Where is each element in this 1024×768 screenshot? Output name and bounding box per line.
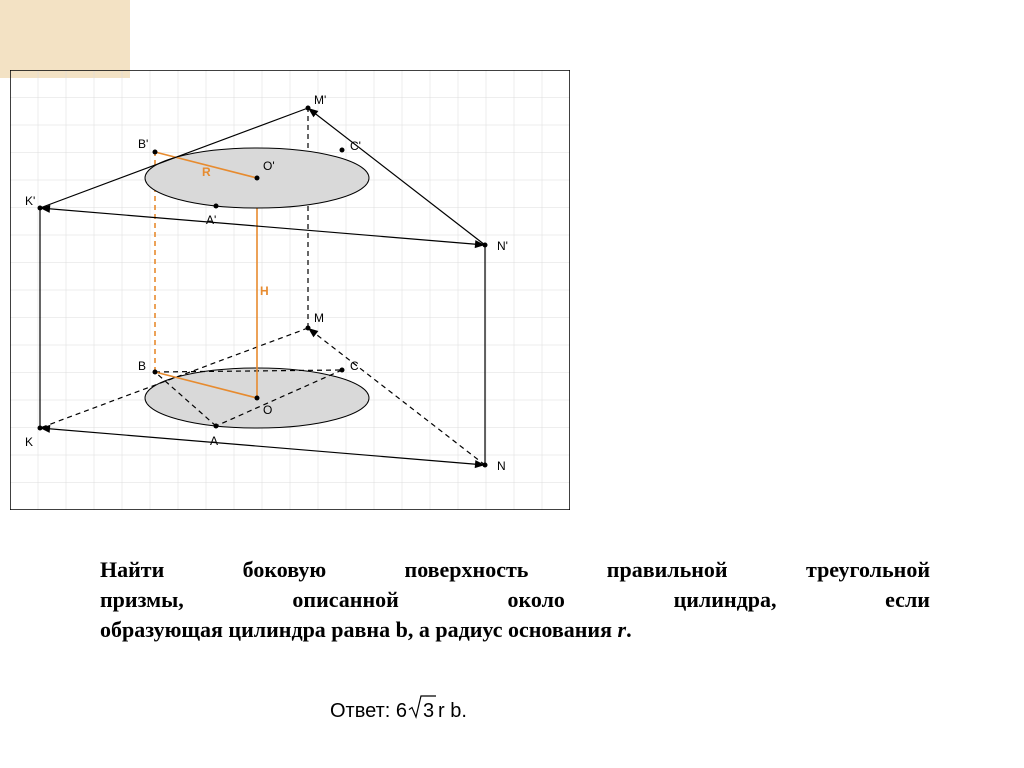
- problem-l3-b: b: [396, 617, 408, 642]
- svg-text:H: H: [260, 284, 269, 298]
- svg-text:M: M: [314, 311, 324, 325]
- problem-l3-c: , а радиус основания: [408, 617, 618, 642]
- svg-text:C: C: [350, 359, 359, 373]
- problem-statement: Найти боковую поверхность правильной тре…: [100, 555, 930, 645]
- problem-l3-a: образующая цилиндра равна: [100, 617, 396, 642]
- problem-l2-d: цилиндра,: [674, 585, 777, 615]
- problem-line1: Найти боковую поверхность правильной тре…: [100, 557, 930, 582]
- svg-text:R: R: [202, 165, 211, 179]
- svg-text:A': A': [206, 213, 216, 227]
- problem-l2-e: если: [885, 585, 930, 615]
- svg-text:O': O': [263, 159, 275, 173]
- svg-text:K: K: [25, 435, 33, 449]
- answer-line: Ответ: 6 3 r b.: [330, 695, 471, 732]
- svg-text:3: 3: [423, 700, 434, 722]
- problem-l3-e: .: [626, 617, 632, 642]
- svg-text:C': C': [350, 139, 361, 153]
- geometry-figure: K N M K' N' M' A B C O A' B' C' O' R H: [10, 70, 570, 510]
- svg-text:B: B: [138, 359, 146, 373]
- svg-text:Ответ: 6: Ответ: 6: [330, 700, 407, 722]
- svg-text:B': B': [138, 137, 148, 151]
- svg-text:A: A: [210, 434, 218, 448]
- svg-text:M': M': [314, 93, 326, 107]
- svg-text:r b.: r b.: [438, 700, 467, 722]
- problem-l2-b: описанной: [292, 585, 398, 615]
- problem-l3-d: r: [618, 617, 627, 642]
- svg-text:K': K': [25, 194, 35, 208]
- svg-text:N': N': [497, 239, 508, 253]
- problem-l2-c: около: [507, 585, 564, 615]
- problem-l2-a: призмы,: [100, 585, 184, 615]
- svg-text:N: N: [497, 459, 506, 473]
- svg-text:O: O: [263, 403, 272, 417]
